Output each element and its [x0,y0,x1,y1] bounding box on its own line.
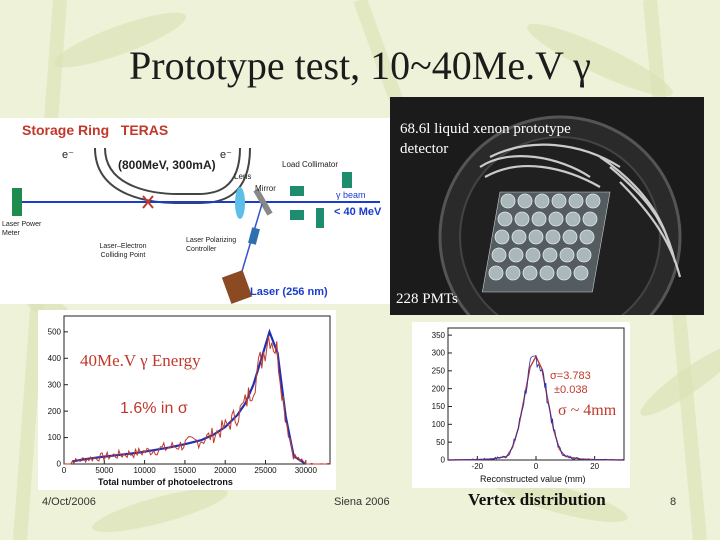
beam-params: (800MeV, 300mA) [118,158,216,172]
lens-label: Lens [234,172,252,181]
pmt-tube [517,193,533,209]
footer-page-number: 8 [670,496,677,508]
vertex-sigma-label: σ ~ 4mm [558,402,617,419]
pmt-tube [539,265,555,281]
laser-label: Laser (256 nm) [250,286,328,298]
teras-diagram [12,147,380,304]
energy-spectrum-panel: 0 5000 10000 15000 20000 25000 30000 0 100 200 300… [38,310,336,490]
pmt-count-label: 228 PMTs [396,291,458,307]
y-tick-label: 500 [48,328,62,337]
pmt-tube [534,193,550,209]
y-tick-label: 300 [432,349,446,358]
pmt-tube [551,193,567,209]
pmt-tube [582,211,598,227]
electron-label-left: e⁻ [62,149,74,161]
pmt-tube [514,211,530,227]
pmt-tube [522,265,538,281]
detector-photo-illustration [390,97,704,315]
footer-venue: Siena 2006 [334,496,390,508]
pmt-tube [573,265,589,281]
y-tick-label: 350 [432,331,446,340]
pmt-tube [494,229,510,245]
vertex-xlabel: Reconstructed value (mm) [480,474,586,484]
pmt-tube [488,265,504,281]
y-tick-label: 300 [48,380,62,389]
vertex-histogram [447,354,625,461]
pmt-tube [528,229,544,245]
laser-polarizing-label: Laser Polarizing Controller [186,237,237,253]
load-collimator-label: Load Collimator [282,160,339,169]
x-tick-label: 20 [590,462,599,471]
slide-title: Prototype test, 10~40Me.V γ [129,43,591,88]
detector-photo: 68.6l liquid xenon prototype detector 22… [390,97,704,315]
y-tick-label: 200 [48,407,62,416]
pmt-tube [556,265,572,281]
detector-caption: 68.6l liquid xenon prototype detector [400,121,571,157]
pmt-tube [568,193,584,209]
energy-histogram [63,335,331,465]
pmt-tube [576,247,592,263]
mirror-label: Mirror [255,184,276,193]
footer-date: 4/Oct/2006 [42,496,96,508]
pmt-tube [585,193,601,209]
y-tick-label: 0 [441,456,446,465]
pmt-tube [497,211,513,227]
y-tick-label: 0 [57,460,62,469]
pmt-tube [525,247,541,263]
pmt-tube [508,247,524,263]
pmt-tube [559,247,575,263]
x-tick-label: 10000 [133,466,156,475]
electron-label-right: e⁻ [220,149,232,161]
energy-resolution-label: 1.6% in σ [120,400,188,417]
pmt-tube [500,193,516,209]
y-tick-label: 150 [432,402,446,411]
x-tick-label: 15000 [174,466,197,475]
x-tick-label: 5000 [95,466,113,475]
pmt-tube [562,229,578,245]
y-tick-label: 100 [48,433,62,442]
plot-frame [63,315,331,465]
y-tick-label: 250 [432,366,446,375]
energy-xlabel: Total number of photoelectrons [98,477,233,487]
pmt-tube [542,247,558,263]
vertex-panel: -20 0 20 0 50 100 150 200 250 300 350 σ=3.783 ±0.0… [412,322,630,488]
x-tick-label: 0 [534,462,539,471]
x-tick-label: 25000 [254,466,277,475]
y-tick-label: 200 [432,384,446,393]
pmt-tube [579,229,595,245]
laser-power-meter-label: Laser Power Meter [2,221,42,237]
y-tick-label: 100 [432,420,446,429]
x-tick-label: 0 [62,466,67,475]
pmt-tube [531,211,547,227]
pmt-tube [491,247,507,263]
gamma-energy-label: < 40 MeV [334,206,382,218]
vertex-caption: Vertex distribution [468,490,606,509]
teras-title: Storage Ring TERAS [22,122,169,138]
teras-schematic: Storage Ring TERAS (800MeV, 300mA) e⁻ e⁻… [0,118,390,304]
y-tick-label: 50 [436,438,445,447]
vertex-fit-sigma: σ=3.783 [550,370,591,382]
vertex-fit-error: ±0.038 [554,384,588,396]
x-tick-label: 20000 [214,466,237,475]
energy-spectrum-chart: 0 5000 10000 15000 20000 25000 30000 0 100 200 300… [48,315,331,475]
x-tick-label: 30000 [295,466,318,475]
pmt-tube [505,265,521,281]
y-tick-label: 400 [48,354,62,363]
pmt-tube [545,229,561,245]
pmt-tube [548,211,564,227]
plot-frame [447,327,625,461]
pmt-tube [565,211,581,227]
colliding-point-label: Laser–Electron Colliding Point [99,243,147,259]
pmt-tube [511,229,527,245]
gamma-beam-label: γ beam [336,190,366,200]
energy-overlay-label: 40Me.V γ Energy [80,351,201,370]
x-tick-label: -20 [472,462,484,471]
